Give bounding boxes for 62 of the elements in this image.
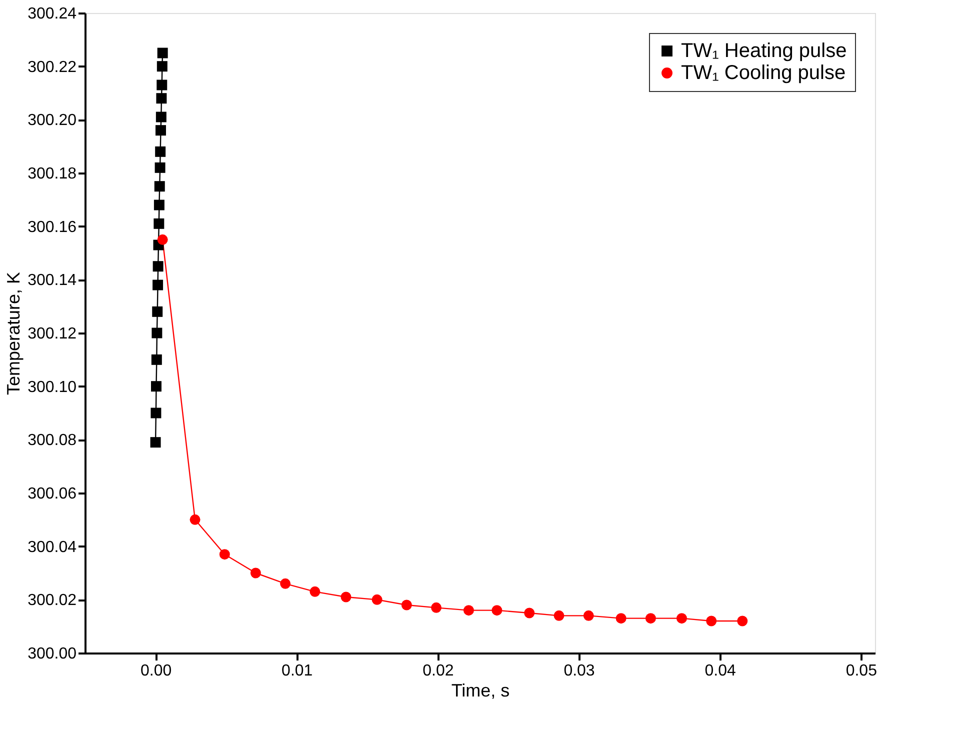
y-tick-label: 300.18 [28, 166, 77, 182]
point [737, 616, 748, 626]
y-tick-label: 300.08 [28, 432, 77, 450]
x-tick-label: 0.02 [422, 662, 454, 680]
point [676, 613, 687, 624]
point [155, 146, 166, 157]
point [156, 61, 168, 72]
y-tick-label: 300.22 [28, 58, 77, 76]
point [156, 112, 166, 122]
point [154, 218, 164, 229]
point [372, 594, 382, 605]
y-tick-label: 300.20 [28, 112, 77, 130]
point [156, 93, 167, 104]
y-tick-label: 300.10 [28, 378, 77, 396]
point [152, 306, 163, 317]
point [154, 181, 165, 192]
legend-label: TW₁ Heating pulse [681, 40, 847, 62]
y-tick-label: 300.00 [28, 646, 77, 662]
y-tick-label: 300.12 [28, 326, 77, 342]
y-tick-label: 300.16 [28, 218, 77, 236]
point [401, 600, 412, 610]
point [431, 602, 442, 613]
y-axis-title: Temperature, K [4, 272, 24, 396]
point [463, 605, 474, 616]
point [152, 280, 164, 290]
x-axis-title: Time, s [451, 680, 510, 700]
point [280, 578, 291, 589]
point [152, 261, 164, 272]
y-tick-label: 300.06 [28, 486, 77, 502]
point [524, 608, 535, 618]
point [190, 514, 200, 525]
point [157, 234, 168, 245]
point [616, 613, 626, 624]
point [706, 616, 717, 626]
point [492, 605, 502, 616]
point [250, 568, 261, 578]
point [150, 437, 161, 448]
point [154, 162, 166, 173]
point [310, 586, 320, 597]
point [151, 354, 162, 365]
x-tick-label: 0.05 [846, 662, 878, 680]
x-tick-label: 0.00 [140, 662, 172, 680]
x-tick-label: 0.01 [282, 662, 313, 680]
x-tick-label: 0.03 [564, 662, 595, 680]
point [219, 549, 230, 560]
point [156, 80, 168, 90]
point [156, 125, 166, 136]
point [154, 200, 164, 210]
point [157, 48, 168, 58]
point [583, 610, 594, 621]
y-tick-label: 300.02 [28, 592, 77, 610]
point [150, 381, 162, 392]
point [554, 610, 564, 621]
point [645, 613, 656, 624]
point [150, 408, 162, 418]
x-tick-label: 0.04 [704, 662, 736, 680]
point [152, 328, 162, 338]
legend-label: TW₁ Cooling pulse [681, 62, 846, 84]
point [340, 592, 352, 602]
y-tick-label: 300.14 [28, 272, 77, 290]
y-tick-label: 300.04 [28, 538, 77, 556]
y-tick-label: 300.24 [28, 6, 77, 22]
